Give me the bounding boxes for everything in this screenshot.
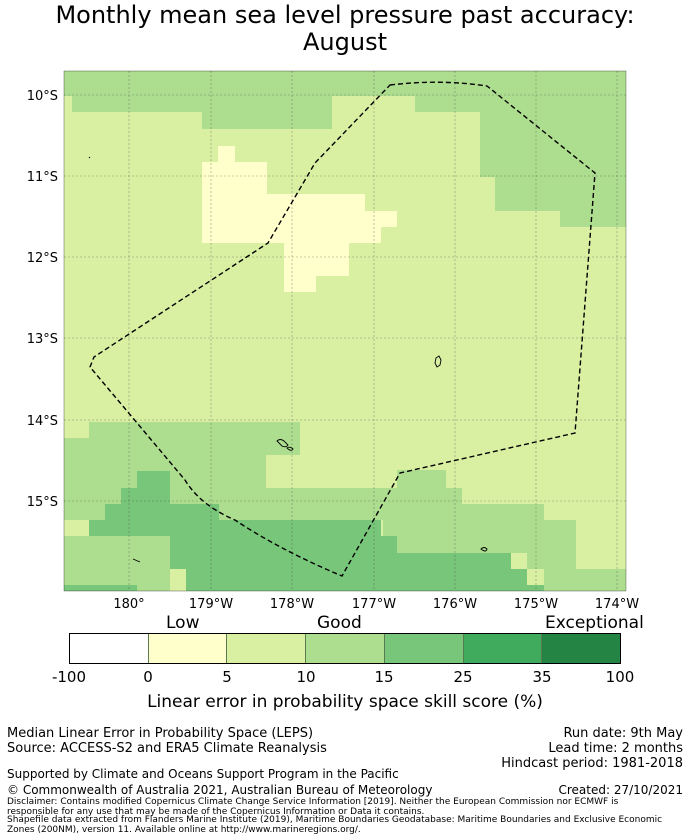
lon-label: 177°W (352, 597, 396, 612)
lon-label: 178°W (270, 597, 314, 612)
footer-shapefile-2: Zones (200NM), version 11. Available onl… (7, 825, 361, 835)
map-gridlines (64, 71, 626, 591)
colorbar-tick: -100 (51, 668, 87, 686)
footer-method: Median Linear Error in Probability Space… (7, 726, 314, 741)
colorbar-segment (542, 634, 621, 663)
colorbar-segment (227, 634, 307, 663)
title-line-1: Monthly mean sea level pressure past acc… (55, 1, 635, 29)
island-4 (480, 547, 488, 552)
lat-label: 15°S (27, 495, 58, 510)
colorbar-tick: 5 (222, 668, 232, 686)
map-better-regions (64, 471, 544, 591)
island-3 (286, 446, 294, 451)
island-6 (88, 156, 91, 159)
colorbar-segment (306, 634, 385, 663)
title-line-2: August (303, 28, 387, 56)
colorbar-tick: 35 (532, 668, 552, 686)
lon-label: 175°W (514, 597, 558, 612)
footer-created: Created: 27/10/2021 (558, 783, 683, 797)
map-good-regions (64, 71, 626, 591)
page-title: Monthly mean sea level pressure past acc… (0, 2, 690, 56)
lat-label: 10°S (27, 89, 58, 104)
lon-labels: 180° 179°W 178°W 177°W 176°W 175°W 174°W (113, 597, 639, 612)
colorbar-axis-title: Linear error in probability space skill … (147, 692, 543, 712)
footer-disclaimer-1: Disclaimer: Contains modified Copernicus… (7, 797, 619, 807)
eez-boundary (89, 81, 596, 577)
island-1 (434, 355, 442, 368)
colorbar-tick: 10 (296, 668, 316, 686)
footer-hindcast: Hindcast period: 1981-2018 (501, 756, 683, 771)
footer-source: Source: ACCESS-S2 and ERA5 Climate Reana… (7, 741, 327, 756)
footer-shapefile-1: Shapefile data extracted from Flanders M… (7, 815, 663, 825)
colorbar-segment (463, 634, 543, 663)
lat-label: 13°S (27, 332, 58, 347)
lat-label: 12°S (27, 251, 58, 266)
lat-label: 14°S (27, 414, 58, 429)
colorbar-tick: 25 (453, 668, 473, 686)
footer-lead-time: Lead time: 2 months (548, 741, 683, 756)
footer-run-date: Run date: 9th May (563, 726, 683, 741)
lon-label: 180° (113, 597, 144, 612)
footer-support: Supported by Climate and Oceans Support … (7, 767, 399, 781)
map-low-region (202, 146, 397, 292)
colorbar-segment (148, 634, 228, 663)
skill-map: 10°S 11°S 12°S 13°S 14°S 15°S 180° 179°W… (27, 70, 639, 612)
footer-disclaimer-2: responsible for any use that may be made… (7, 807, 425, 817)
lon-label: 174°W (595, 597, 639, 612)
map-frame (63, 70, 627, 592)
category-exceptional: Exceptional (545, 613, 644, 633)
islands (88, 156, 488, 563)
colorbar-tick: 100 (605, 668, 635, 686)
category-good: Good (317, 613, 362, 633)
colorbar (69, 633, 621, 664)
lon-label: 176°W (433, 597, 477, 612)
category-low: Low (166, 613, 200, 633)
colorbar-segment (384, 634, 464, 663)
island-5 (132, 558, 141, 563)
island-2 (276, 439, 289, 448)
colorbar-tick: 15 (374, 668, 394, 686)
lon-label: 179°W (189, 597, 233, 612)
lat-label: 11°S (27, 170, 58, 185)
lat-labels: 10°S 11°S 12°S 13°S 14°S 15°S (27, 89, 58, 510)
colorbar-tick: 0 (143, 668, 153, 686)
colorbar-segment (70, 634, 149, 663)
footer-copyright: © Commonwealth of Australia 2021, Austra… (7, 783, 433, 797)
